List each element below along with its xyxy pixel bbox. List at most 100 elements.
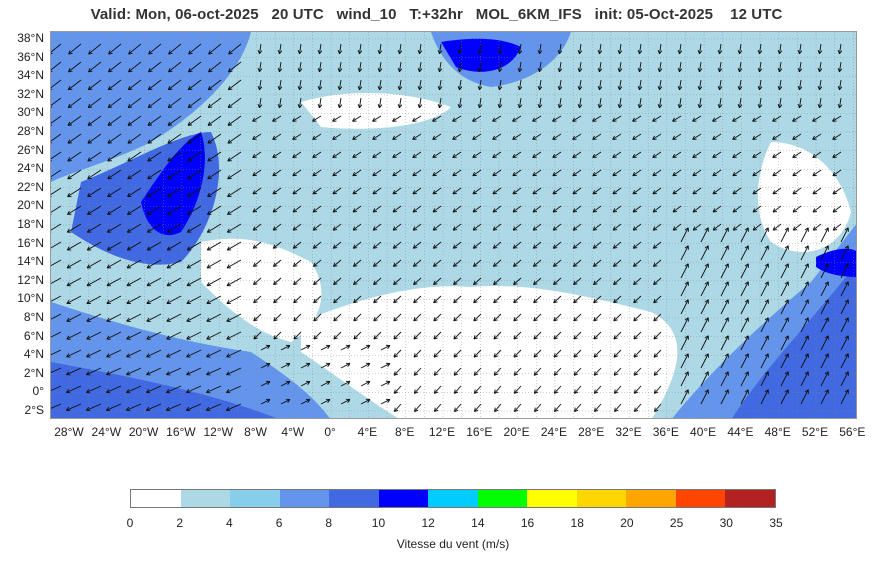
wind-arrow <box>772 205 782 213</box>
wind-arrow <box>51 403 62 409</box>
wind-arrow <box>497 97 503 109</box>
wind-arrow <box>772 115 782 122</box>
wind-arrow <box>147 115 162 126</box>
wind-arrow <box>473 385 482 394</box>
wind-arrow <box>412 169 422 177</box>
wind-arrow <box>780 335 789 351</box>
wind-arrow <box>297 43 303 55</box>
wind-arrow <box>145 403 162 412</box>
wind-arrow <box>393 349 402 358</box>
colorbar-segment <box>725 490 775 507</box>
wind-arrow <box>493 385 502 394</box>
lat-label: 2°N <box>23 365 44 380</box>
wind-arrow <box>127 169 142 180</box>
wind-arrow <box>433 313 442 322</box>
wind-arrow <box>332 133 342 140</box>
wind-arrow <box>777 43 783 55</box>
wind-arrow <box>717 79 723 91</box>
wind-arrow <box>226 367 242 376</box>
wind-arrow <box>167 187 182 198</box>
wind-arrow <box>312 223 322 231</box>
wind-arrow <box>166 295 182 304</box>
wind-arrow <box>840 371 849 387</box>
wind-arrow <box>777 79 783 91</box>
wind-arrow <box>312 187 322 195</box>
wind-arrow <box>537 43 543 55</box>
wind-arrow <box>697 79 703 91</box>
wind-arrow <box>108 61 122 73</box>
wind-arrow <box>437 61 443 73</box>
wind-arrow <box>205 403 222 412</box>
wind-arrow <box>577 79 583 91</box>
lat-label: 2°S <box>24 403 44 417</box>
wind-arrow <box>552 205 562 213</box>
wind-arrow <box>186 295 202 304</box>
wind-arrow <box>592 259 602 267</box>
wind-arrow <box>206 367 222 376</box>
wind-arrow <box>700 227 709 243</box>
lon-label: 24°E <box>540 425 567 439</box>
wind-arrow <box>552 115 562 122</box>
wind-arrow <box>87 205 102 215</box>
wind-arrow <box>772 151 782 159</box>
wind-8-10-somali-core <box>732 264 856 418</box>
wind-arrow <box>186 367 202 376</box>
wind-arrow <box>66 223 82 233</box>
wind-arrow <box>51 97 62 108</box>
wind-arrow <box>457 43 463 55</box>
wind-arrow <box>472 241 482 249</box>
wind-arrow <box>533 313 542 322</box>
wind-arrow <box>208 61 222 73</box>
wind-arrow <box>613 385 622 394</box>
wind-arrow <box>392 187 402 195</box>
lon-label: 24°W <box>91 425 122 439</box>
wind-arrow <box>360 362 371 369</box>
wind-arrow <box>720 227 729 243</box>
wind-arrow <box>372 241 382 249</box>
wind-arrow <box>86 295 102 304</box>
wind-arrow <box>613 349 622 358</box>
wind-arrow <box>372 187 382 195</box>
wind-arrow <box>532 115 542 122</box>
wind-arrow <box>760 299 769 315</box>
wind-arrow <box>740 281 749 297</box>
wind-arrow <box>186 331 202 340</box>
wind-arrow <box>206 349 222 358</box>
colorbar-tick: 35 <box>769 516 783 530</box>
wind-arrow <box>166 313 182 322</box>
wind-arrow <box>472 133 482 140</box>
wind-arrow <box>257 79 263 91</box>
wind-arrow <box>760 227 769 243</box>
wind-arrow <box>780 299 789 315</box>
wind-arrow <box>300 362 311 369</box>
wind-arrow <box>272 133 282 140</box>
wind-arrow <box>87 133 102 144</box>
wind-arrow <box>700 317 709 333</box>
wind-arrow <box>712 151 722 159</box>
wind-arrow <box>433 385 442 394</box>
wind-arrow <box>720 299 729 315</box>
wind-arrow <box>517 61 523 73</box>
wind-arrow <box>166 385 182 394</box>
wind-map[interactable] <box>50 31 857 419</box>
wind-arrow <box>593 385 602 394</box>
wind-arrow <box>372 259 382 267</box>
wind-arrow <box>452 205 462 213</box>
wind-arrow <box>512 223 522 231</box>
wind-arrow <box>452 223 462 231</box>
wind-arrow <box>226 277 242 287</box>
wind-arrow <box>352 205 362 213</box>
wind-arrow <box>106 313 122 322</box>
wind-arrow <box>820 353 829 369</box>
wind-arrow <box>692 169 702 177</box>
wind-arrow <box>472 169 482 177</box>
wind-arrow <box>372 115 382 122</box>
wind-arrow <box>473 367 482 376</box>
wind-arrow <box>720 245 729 261</box>
wind-arrow <box>453 295 462 304</box>
wind-arrow <box>677 79 683 91</box>
wind-arrow <box>317 79 323 91</box>
wind-arrow <box>512 205 522 213</box>
wind-arrow <box>477 79 483 91</box>
wind-arrow <box>280 398 291 405</box>
